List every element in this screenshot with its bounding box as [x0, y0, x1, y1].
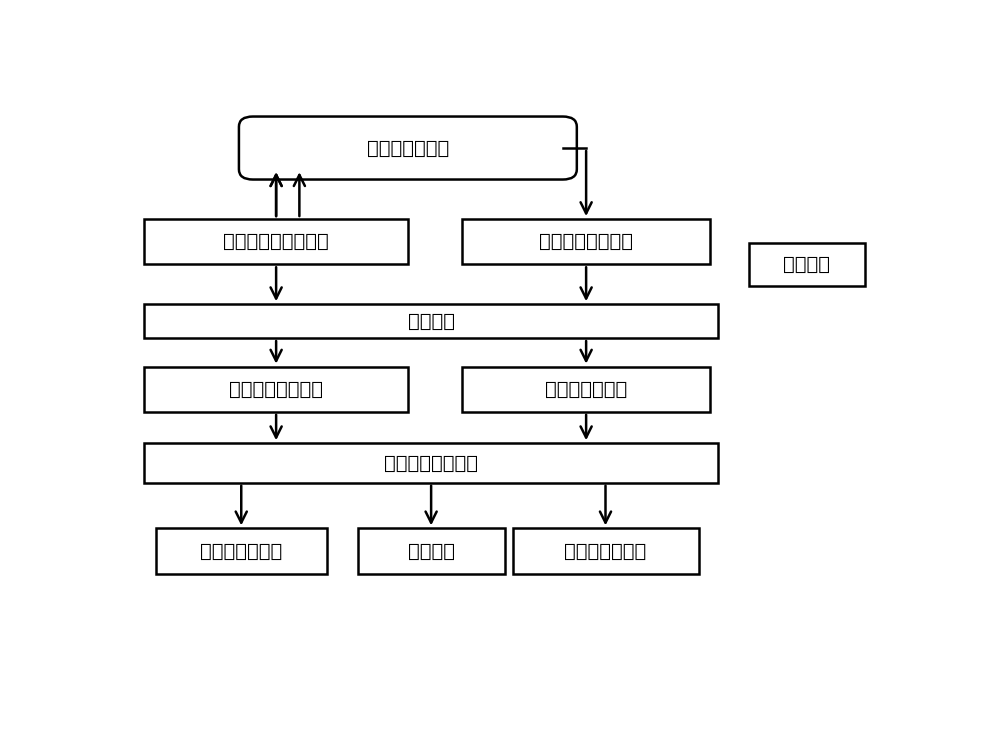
- Bar: [144, 443, 718, 483]
- Text: 补偿电离室高压模块: 补偿电离室高压模块: [223, 232, 329, 251]
- Bar: [749, 243, 865, 286]
- Bar: [462, 219, 710, 265]
- Text: 背板接口: 背板接口: [408, 312, 455, 331]
- FancyBboxPatch shape: [239, 116, 577, 180]
- Text: 模拟量输入模块: 模拟量输入模块: [545, 380, 627, 399]
- Text: 低压模块: 低压模块: [784, 255, 830, 274]
- Text: 通讯模块: 通讯模块: [408, 542, 455, 560]
- Text: 中间量程探测器: 中间量程探测器: [367, 139, 449, 158]
- Bar: [156, 528, 326, 573]
- Bar: [512, 528, 698, 573]
- Text: 开关量输出模块: 开关量输出模块: [200, 542, 282, 560]
- Text: 模拟量输出模块: 模拟量输出模块: [564, 542, 647, 560]
- Bar: [144, 219, 408, 265]
- Text: 中间量程主控模块: 中间量程主控模块: [384, 453, 478, 472]
- Bar: [358, 528, 505, 573]
- Text: 线性电流放大模块: 线性电流放大模块: [539, 232, 633, 251]
- Text: 高频脉冲计数模块: 高频脉冲计数模块: [229, 380, 323, 399]
- Bar: [462, 366, 710, 412]
- Bar: [144, 304, 718, 338]
- Bar: [144, 366, 408, 412]
